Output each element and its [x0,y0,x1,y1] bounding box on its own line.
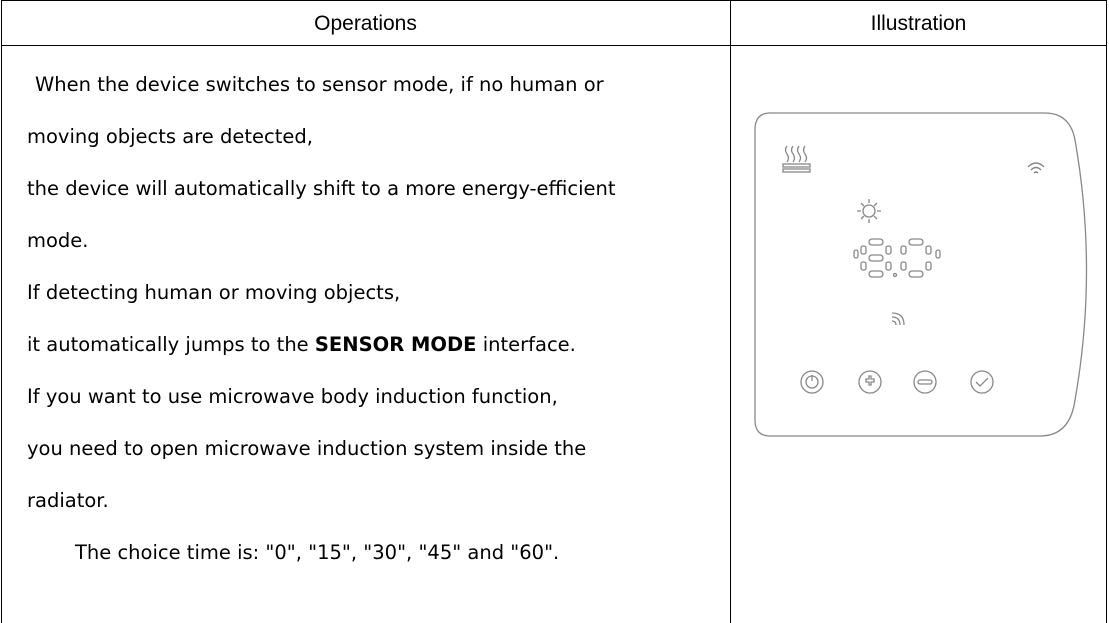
confirm-button [970,370,994,394]
text-line: it automatically jumps to the SENSOR MOD… [27,333,576,357]
sensor-icon [891,312,905,326]
text-line: radiator. [27,489,109,512]
minus-button [913,370,937,394]
device-illustration [754,112,1088,437]
text-line: you need to open microwave induction sys… [27,437,587,460]
text-line: If detecting human or moving objects, [27,281,401,304]
border [1,0,1106,1]
digit-display [853,238,941,278]
text-line: The choice time is: "0", "15", "30", "45… [75,541,560,564]
text: interface. [476,333,576,356]
border [1106,0,1107,623]
device-panel [754,112,1088,437]
text-line: If you want to use microwave body induct… [27,385,558,408]
plus-button [858,370,882,394]
header-cell: Illustration [870,12,967,35]
heat-icon [782,145,811,173]
text-line: the device will automatically shift to a… [27,177,616,200]
sun-icon [857,199,881,223]
power-button [800,370,824,394]
border [730,0,731,623]
header-cell: Operations [314,12,417,35]
bold-text: SENSOR MODE [314,333,477,356]
border [1,0,2,623]
text-line: moving objects are detected, [27,125,313,148]
text: it automatically jumps to the [27,333,315,356]
border [1,45,1106,46]
text-line: mode. [27,229,89,252]
text-line: When the device switches to sensor mode,… [35,73,604,96]
wifi-icon [1027,162,1045,174]
